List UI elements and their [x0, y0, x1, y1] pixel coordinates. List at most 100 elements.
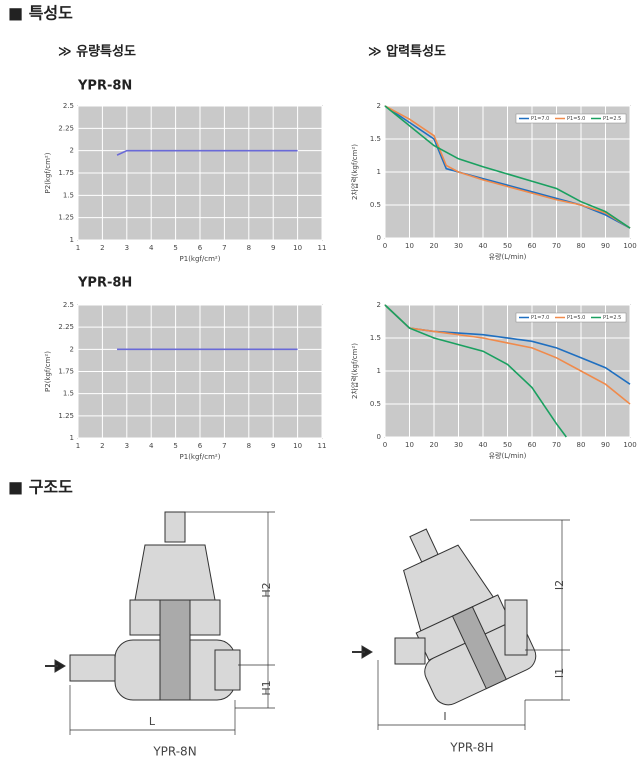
x-tick-label: 10 [293, 442, 302, 450]
dimension-lines-left [69, 511, 275, 735]
x-tick-label: 9 [271, 244, 275, 252]
y-tick-label: 1.5 [370, 334, 381, 342]
x-tick-label: 3 [125, 244, 129, 252]
y-tick-label: 2 [377, 102, 381, 110]
x-tick-label: 2 [100, 442, 104, 450]
x-tick-label: 100 [623, 242, 636, 250]
x-tick-label: 80 [577, 242, 586, 250]
x-tick-label: 8 [247, 442, 251, 450]
x-tick-label: 60 [528, 242, 537, 250]
y-tick-label: 1.75 [58, 169, 74, 177]
x-tick-label: 60 [528, 441, 537, 449]
data-line [384, 105, 631, 229]
y-tick-label: 1 [377, 168, 381, 176]
x-tick-label: 6 [198, 442, 203, 450]
x-tick-label: 3 [125, 442, 129, 450]
data-line [116, 149, 298, 156]
y-tick-label: 2.5 [63, 301, 74, 309]
dimension-lines-right [377, 519, 570, 730]
y-axis-label: P2(kgf/cm²) [44, 152, 52, 193]
legend-label: P1=5.0 [567, 315, 585, 321]
x-tick-label: 11 [318, 244, 327, 252]
y-tick-label: 1.5 [63, 191, 74, 199]
x-tick-label: 1 [76, 442, 80, 450]
x-tick-label: 10 [405, 441, 414, 449]
x-tick-label: 10 [405, 242, 414, 250]
x-tick-label: 50 [503, 242, 512, 250]
x-tick-label: 2 [100, 244, 104, 252]
dimension-label: I [443, 710, 446, 723]
x-tick-label: 4 [149, 244, 154, 252]
x-tick-label: 90 [601, 242, 610, 250]
dimension-label: I1 [553, 668, 566, 678]
x-tick-label: 80 [577, 441, 586, 449]
valve-drawing-left [45, 511, 241, 701]
y-tick-label: 1 [377, 367, 381, 375]
flow-heading: ≫ 유량특성도 [58, 45, 136, 60]
x-tick-label: 90 [601, 441, 610, 449]
dimension-label: H1 [260, 680, 273, 695]
x-axis-label: P1(kgf/cm²) [180, 453, 221, 461]
legend-label: P1=5.0 [567, 116, 585, 122]
dimension-label: I2 [553, 580, 566, 590]
x-tick-label: 0 [383, 242, 387, 250]
dimension-label: H2 [260, 582, 273, 597]
valve-drawing-right [352, 528, 537, 706]
legend-label: P1=7.0 [531, 315, 549, 321]
section-title: ■ 특성도 [8, 4, 73, 23]
x-tick-label: 10 [293, 244, 302, 252]
y-tick-label: 2 [70, 345, 74, 353]
caption: YPR-8H [449, 741, 493, 755]
data-line [384, 304, 567, 438]
x-axis-label: 유량(L/min) [489, 253, 527, 261]
model-label: YPR-8N [77, 79, 132, 94]
legend-label: P1=2.5 [603, 315, 621, 321]
caption: YPR-8N [152, 745, 196, 759]
y-tick-label: 1 [70, 236, 74, 244]
y-tick-label: 2.5 [63, 102, 74, 110]
y-tick-label: 1.75 [58, 368, 74, 376]
y-tick-label: 0.5 [370, 201, 381, 209]
y-axis-label: 2차압력(kgf/cm²) [350, 144, 359, 200]
x-tick-label: 0 [383, 441, 387, 449]
x-tick-label: 70 [552, 441, 561, 449]
x-tick-label: 9 [271, 442, 275, 450]
y-tick-label: 1.5 [63, 390, 74, 398]
y-tick-label: 1.25 [58, 214, 74, 222]
x-tick-label: 7 [222, 442, 226, 450]
x-tick-label: 40 [479, 242, 488, 250]
y-tick-label: 0 [377, 433, 381, 441]
x-tick-label: 6 [198, 244, 203, 252]
y-tick-label: 1.25 [58, 412, 74, 420]
x-tick-label: 1 [76, 244, 80, 252]
x-tick-label: 40 [479, 441, 488, 449]
x-tick-label: 7 [222, 244, 226, 252]
legend-box [515, 113, 627, 124]
y-tick-label: 1 [70, 434, 74, 442]
y-tick-label: 1.5 [370, 135, 381, 143]
y-tick-label: 2 [377, 301, 381, 309]
x-tick-label: 100 [623, 441, 636, 449]
y-tick-label: 0 [377, 234, 381, 242]
x-tick-label: 8 [247, 244, 251, 252]
x-tick-label: 50 [503, 441, 512, 449]
y-tick-label: 2.25 [58, 124, 74, 132]
data-line [384, 304, 631, 405]
y-axis-label: 2차압력(kgf/cm²) [350, 343, 359, 399]
y-tick-label: 2.25 [58, 323, 74, 331]
dimension-label: L [149, 715, 156, 728]
section-title: ■ 구조도 [8, 478, 73, 497]
data-line [384, 105, 631, 229]
x-tick-label: 30 [454, 242, 463, 250]
legend-label: P1=7.0 [531, 116, 549, 122]
x-tick-label: 5 [173, 442, 177, 450]
x-tick-label: 30 [454, 441, 463, 449]
x-tick-label: 5 [173, 244, 177, 252]
x-tick-label: 11 [318, 442, 327, 450]
x-tick-label: 20 [430, 242, 439, 250]
x-axis-label: P1(kgf/cm²) [180, 255, 221, 263]
y-tick-label: 0.5 [370, 400, 381, 408]
x-axis-label: 유량(L/min) [489, 452, 527, 460]
model-label: YPR-8H [77, 276, 132, 291]
